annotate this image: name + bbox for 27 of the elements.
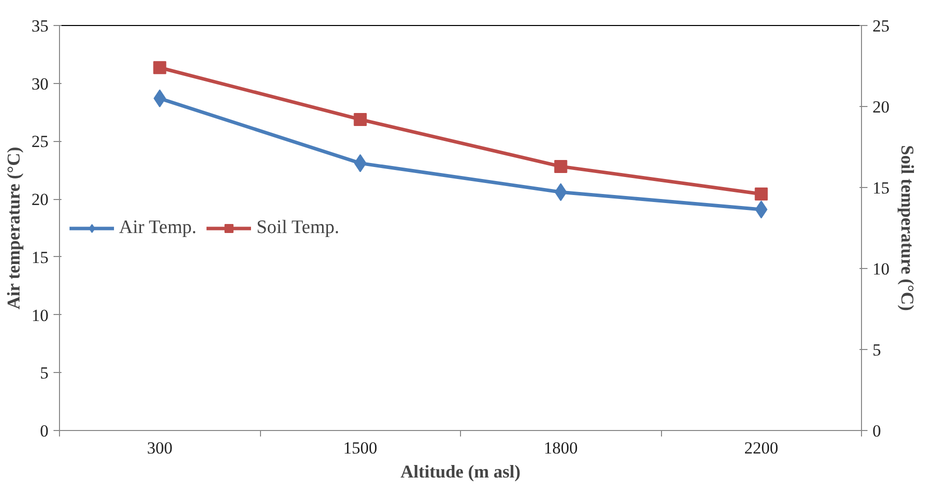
x-axis-title: Altitude (m asl) [400, 462, 521, 482]
legend-label: Soil Temp. [256, 216, 340, 238]
x-tick-label: 300 [147, 438, 172, 458]
y-tick-label: 35 [32, 16, 48, 36]
y-tick-label: 30 [32, 74, 48, 94]
point [554, 160, 568, 173]
y-tick-label: 0 [40, 422, 48, 440]
y2-axis-title: Soil temperature (°C) [898, 145, 918, 311]
point [354, 112, 367, 126]
x-tick-label: 1800 [544, 438, 578, 458]
y2-tick-label: 10 [872, 260, 890, 278]
point [153, 61, 166, 74]
y-tick-label: 25 [32, 132, 48, 152]
x-tick-label: 1500 [343, 438, 378, 458]
y2-tick-label: 5 [872, 340, 881, 360]
y-tick-label: 15 [32, 248, 48, 267]
y2-tick-label: 25 [872, 16, 890, 36]
legend-label: Air Temp. [119, 216, 196, 238]
y2-tick-label: 20 [872, 98, 890, 116]
point [754, 187, 768, 200]
x-tick-label: 2200 [744, 438, 778, 458]
y-tick-label: 20 [32, 190, 48, 210]
y2-tick-label: 15 [872, 178, 890, 198]
y-tick-label: 5 [40, 364, 48, 383]
y-tick-label: 10 [32, 306, 48, 325]
y2-tick-label: 0 [872, 422, 881, 440]
y-axis-title: Air temperature (°C) [4, 146, 24, 310]
